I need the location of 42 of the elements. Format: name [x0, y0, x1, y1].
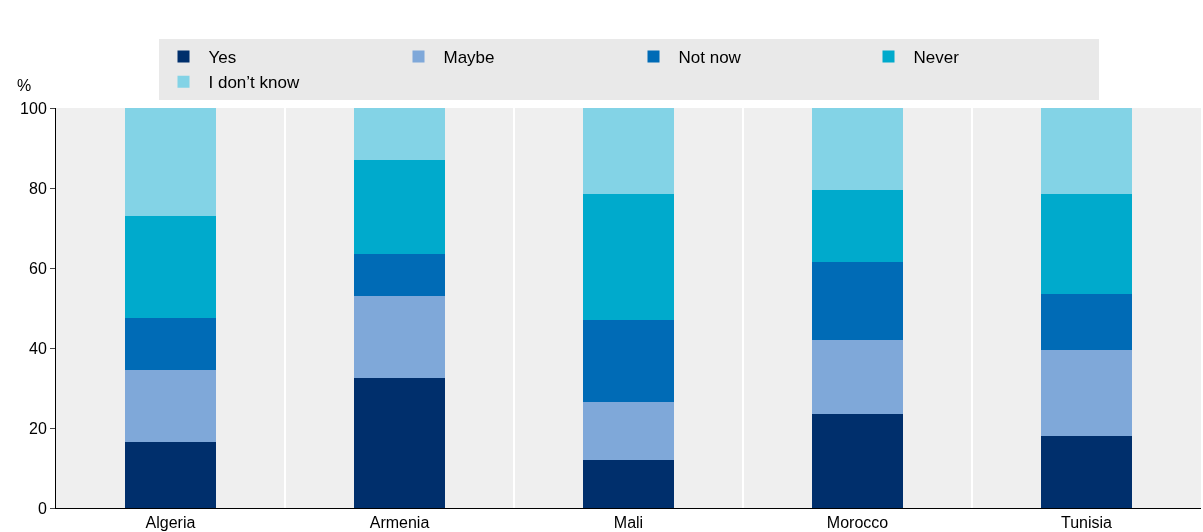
legend-label: I don’t know	[208, 73, 300, 93]
bar	[811, 414, 904, 508]
bar	[1040, 350, 1133, 436]
y-tick-label: 60	[29, 259, 47, 277]
bar	[811, 108, 904, 190]
bar	[582, 460, 675, 508]
bar	[353, 108, 446, 160]
bar	[582, 108, 675, 194]
bar	[811, 190, 904, 262]
bar	[582, 402, 675, 460]
y-tick-label: 20	[29, 419, 47, 437]
y-tick-label: 40	[29, 339, 47, 357]
bar	[353, 160, 446, 254]
bar	[124, 318, 217, 370]
x-tick-label: Mali	[613, 514, 644, 532]
bar	[811, 340, 904, 414]
bar	[1040, 194, 1133, 294]
legend-label: Never	[913, 48, 960, 68]
y-tick-label: 80	[29, 179, 47, 197]
bar	[582, 320, 675, 402]
legend-label: Not now	[678, 48, 742, 68]
legend-label: Yes	[208, 48, 237, 68]
bar	[1040, 108, 1133, 194]
bar	[1040, 436, 1133, 508]
legend-label: Maybe	[443, 48, 495, 68]
bar	[124, 108, 217, 216]
bar	[124, 216, 217, 318]
bar	[1040, 294, 1133, 350]
bar	[124, 442, 217, 508]
bar	[353, 296, 446, 378]
x-tick-label: Morocco	[826, 514, 889, 532]
x-tick-label: Algeria	[145, 514, 196, 532]
bar	[811, 262, 904, 340]
y-axis-title: %	[17, 77, 32, 94]
bar	[353, 378, 446, 508]
bar	[124, 370, 217, 442]
bar	[353, 254, 446, 296]
y-tick-label: 0	[37, 499, 47, 517]
bar	[582, 194, 675, 320]
y-tick-label: 100	[20, 99, 47, 117]
x-tick-label: Tunisia	[1061, 514, 1113, 532]
x-tick-label: Armenia	[369, 514, 430, 532]
